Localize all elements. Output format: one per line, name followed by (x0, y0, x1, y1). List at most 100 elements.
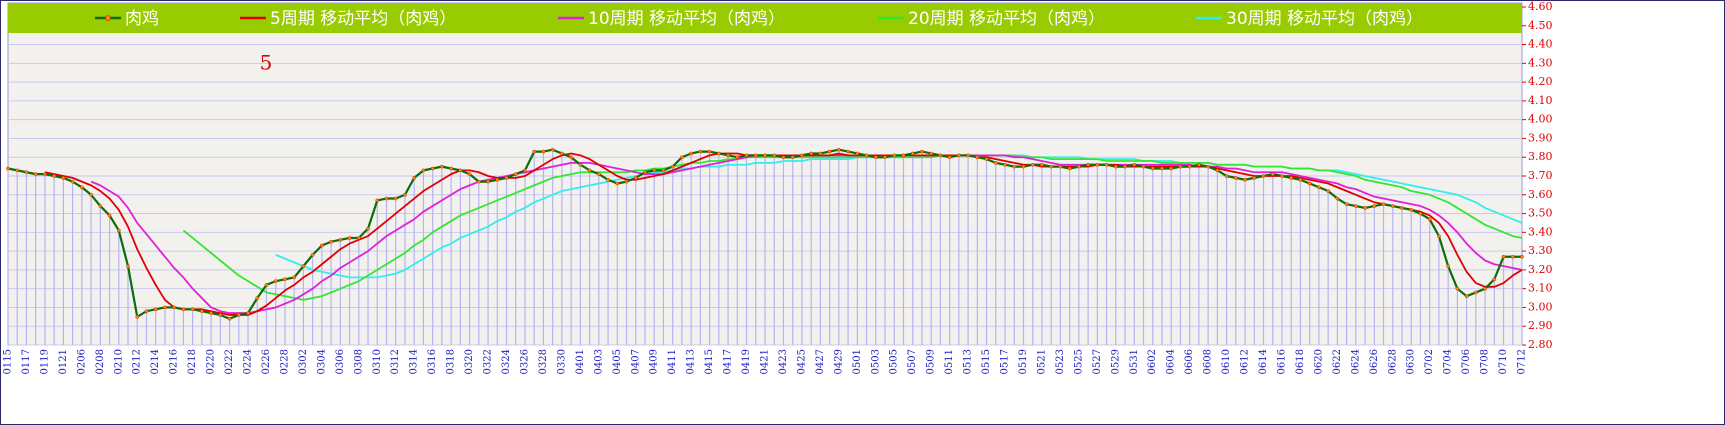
point-marker (190, 307, 195, 312)
x-tick-label: 0413 (686, 349, 697, 374)
y-tick-label: 3.30 (1528, 244, 1553, 257)
point-marker (513, 172, 518, 176)
y-tick-label: 4.50 (1528, 19, 1553, 32)
x-tick-label: 0616 (1276, 349, 1287, 374)
point-marker (1049, 164, 1054, 169)
x-tick-label: 0517 (1000, 349, 1011, 374)
point-marker (356, 236, 361, 240)
x-tick-label: 0423 (778, 349, 789, 374)
point-marker (1067, 166, 1072, 171)
point-marker (781, 155, 786, 160)
x-tick-label: 0411 (667, 349, 678, 374)
x-tick-label: 0515 (981, 349, 992, 374)
point-marker (1501, 254, 1506, 259)
point-marker (384, 196, 389, 201)
y-tick-label: 3.50 (1528, 207, 1553, 220)
x-tick-label: 0511 (944, 349, 955, 374)
x-tick-label: 0326 (519, 349, 530, 374)
point-marker (680, 155, 684, 160)
x-tick-label: 0708 (1480, 349, 1491, 374)
point-marker (70, 179, 75, 184)
y-tick-label: 4.20 (1528, 75, 1553, 88)
y-tick-label: 3.10 (1528, 282, 1553, 295)
x-tick-label: 0626 (1369, 349, 1380, 374)
point-marker (578, 162, 583, 167)
series-line (182, 154, 1523, 301)
x-tick-label: 0318 (446, 349, 457, 374)
point-marker (209, 311, 213, 315)
point-marker (790, 155, 795, 160)
point-marker (338, 237, 343, 242)
x-tick-label: 0212 (132, 349, 143, 374)
legend-label: 5周期 移动平均（肉鸡） (270, 9, 456, 29)
point-marker (1206, 164, 1210, 169)
point-marker (375, 198, 380, 203)
point-marker (744, 153, 749, 158)
point-marker (218, 313, 223, 317)
point-marker (80, 185, 84, 190)
point-marker (818, 151, 823, 156)
x-tick-label: 0322 (483, 349, 494, 374)
point-marker (1012, 164, 1017, 169)
point-marker (135, 314, 140, 319)
x-tick-label: 0220 (206, 349, 217, 374)
point-marker (1455, 286, 1460, 291)
annotation: 5 (260, 51, 273, 75)
point-marker (1372, 204, 1377, 208)
y-tick-label: 4.30 (1528, 56, 1553, 69)
point-marker (993, 161, 998, 165)
legend-label: 肉鸡 (125, 9, 159, 29)
y-tick-label: 4.60 (1528, 0, 1553, 13)
x-tick-label: 0529 (1110, 349, 1121, 374)
point-marker (1510, 254, 1515, 259)
x-tick-label: 0702 (1424, 349, 1435, 374)
point-marker (596, 172, 601, 176)
point-marker (1326, 189, 1330, 193)
x-tick-label: 0604 (1166, 349, 1177, 374)
point-marker (236, 313, 241, 317)
point-marker (624, 179, 629, 184)
point-marker (1381, 202, 1386, 207)
point-marker (301, 264, 306, 268)
point-marker (1492, 277, 1497, 282)
x-tick-label: 0612 (1240, 349, 1251, 374)
point-marker (1363, 206, 1367, 210)
x-tick-label: 0624 (1350, 349, 1361, 374)
x-tick-label: 0222 (224, 349, 235, 374)
point-marker (772, 153, 777, 158)
x-tick-label: 0513 (963, 349, 974, 374)
point-marker (181, 307, 186, 312)
point-marker (126, 264, 130, 268)
point-marker (393, 196, 398, 201)
point-marker (1520, 254, 1524, 259)
x-tick-label: 0519 (1018, 349, 1029, 374)
point-marker (264, 283, 269, 287)
x-tick-label: 0706 (1461, 349, 1472, 374)
x-tick-label: 0712 (1517, 349, 1528, 374)
x-tick-label: 0503 (870, 349, 881, 374)
point-marker (495, 177, 500, 182)
point-marker (550, 147, 555, 152)
legend-label: 30周期 移动平均（肉鸡） (1226, 9, 1423, 29)
x-tick-label: 0228 (279, 349, 290, 374)
x-tick-label: 0206 (76, 349, 87, 374)
x-tick-label: 0509 (926, 349, 937, 374)
point-marker (1233, 176, 1238, 180)
y-tick-label: 3.70 (1528, 169, 1553, 182)
point-marker (1409, 207, 1414, 212)
point-marker (412, 176, 417, 180)
x-tick-label: 0523 (1055, 349, 1066, 374)
x-tick-label: 0117 (21, 349, 32, 374)
point-marker (366, 226, 370, 231)
point-marker (24, 170, 29, 175)
point-marker (200, 309, 204, 314)
y-tick-label: 3.80 (1528, 150, 1553, 163)
x-tick-label: 0226 (261, 349, 272, 374)
point-marker (1141, 164, 1146, 169)
point-marker (292, 275, 297, 280)
point-marker (753, 153, 758, 158)
point-marker (1483, 286, 1487, 291)
point-marker (947, 155, 952, 160)
point-marker (938, 153, 943, 158)
x-tick-label: 0501 (852, 349, 863, 374)
